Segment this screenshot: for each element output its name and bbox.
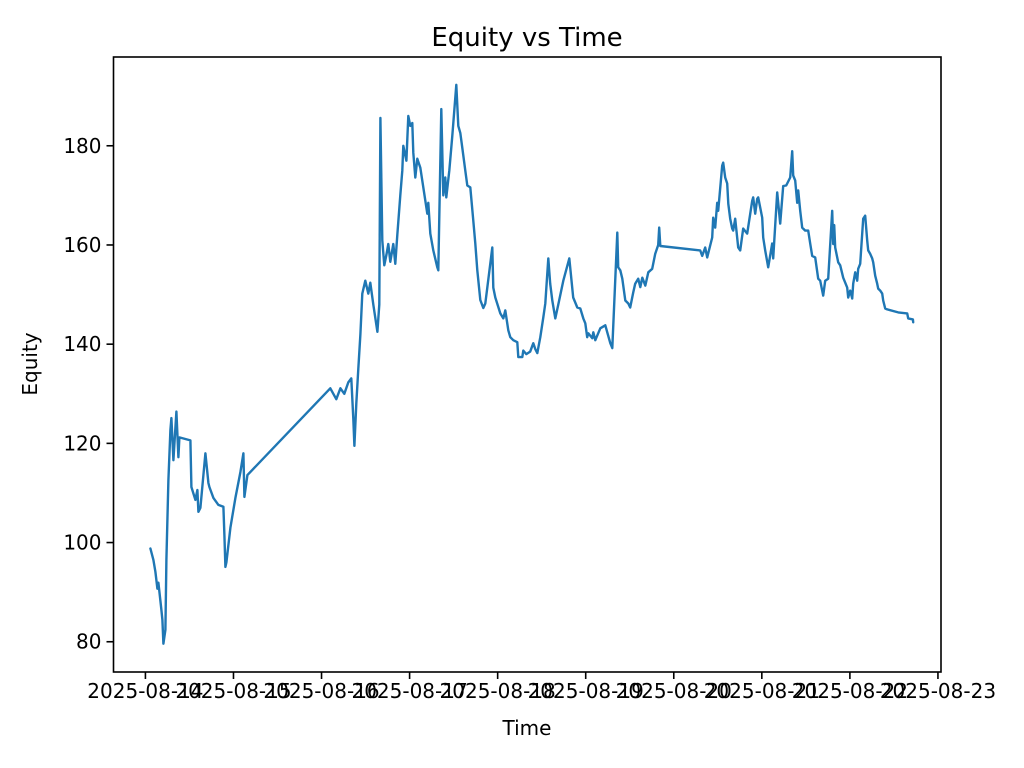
y-tick-label: 80 [76,630,101,654]
x-tick-label: 2025-08-17 [351,679,467,703]
y-axis: 80 100 120 140 160 180 [63,134,114,654]
y-tick-label: 160 [63,233,101,257]
x-tick-label: 2025-08-21 [704,679,820,703]
x-tick-label: 2025-08-18 [440,679,556,703]
y-tick-label: 120 [63,431,101,455]
x-tick-label: 2025-08-16 [263,679,379,703]
x-tick-label: 2025-08-15 [175,679,291,703]
y-tick-label: 100 [63,531,101,555]
x-axis-label: Time [502,716,552,740]
x-axis: 2025-08-142025-08-152025-08-162025-08-17… [87,672,996,703]
x-tick-label: 2025-08-22 [792,679,908,703]
x-tick-label: 2025-08-14 [87,679,203,703]
equity-series-line [149,83,915,645]
x-tick-label: 2025-08-19 [528,679,644,703]
chart-title: Equity vs Time [431,23,623,53]
x-tick-label: 2025-08-20 [616,679,732,703]
x-tick-label: 2025-08-23 [880,679,996,703]
plot-border [112,56,942,673]
y-tick-label: 140 [63,332,101,356]
y-tick-label: 180 [63,134,101,158]
